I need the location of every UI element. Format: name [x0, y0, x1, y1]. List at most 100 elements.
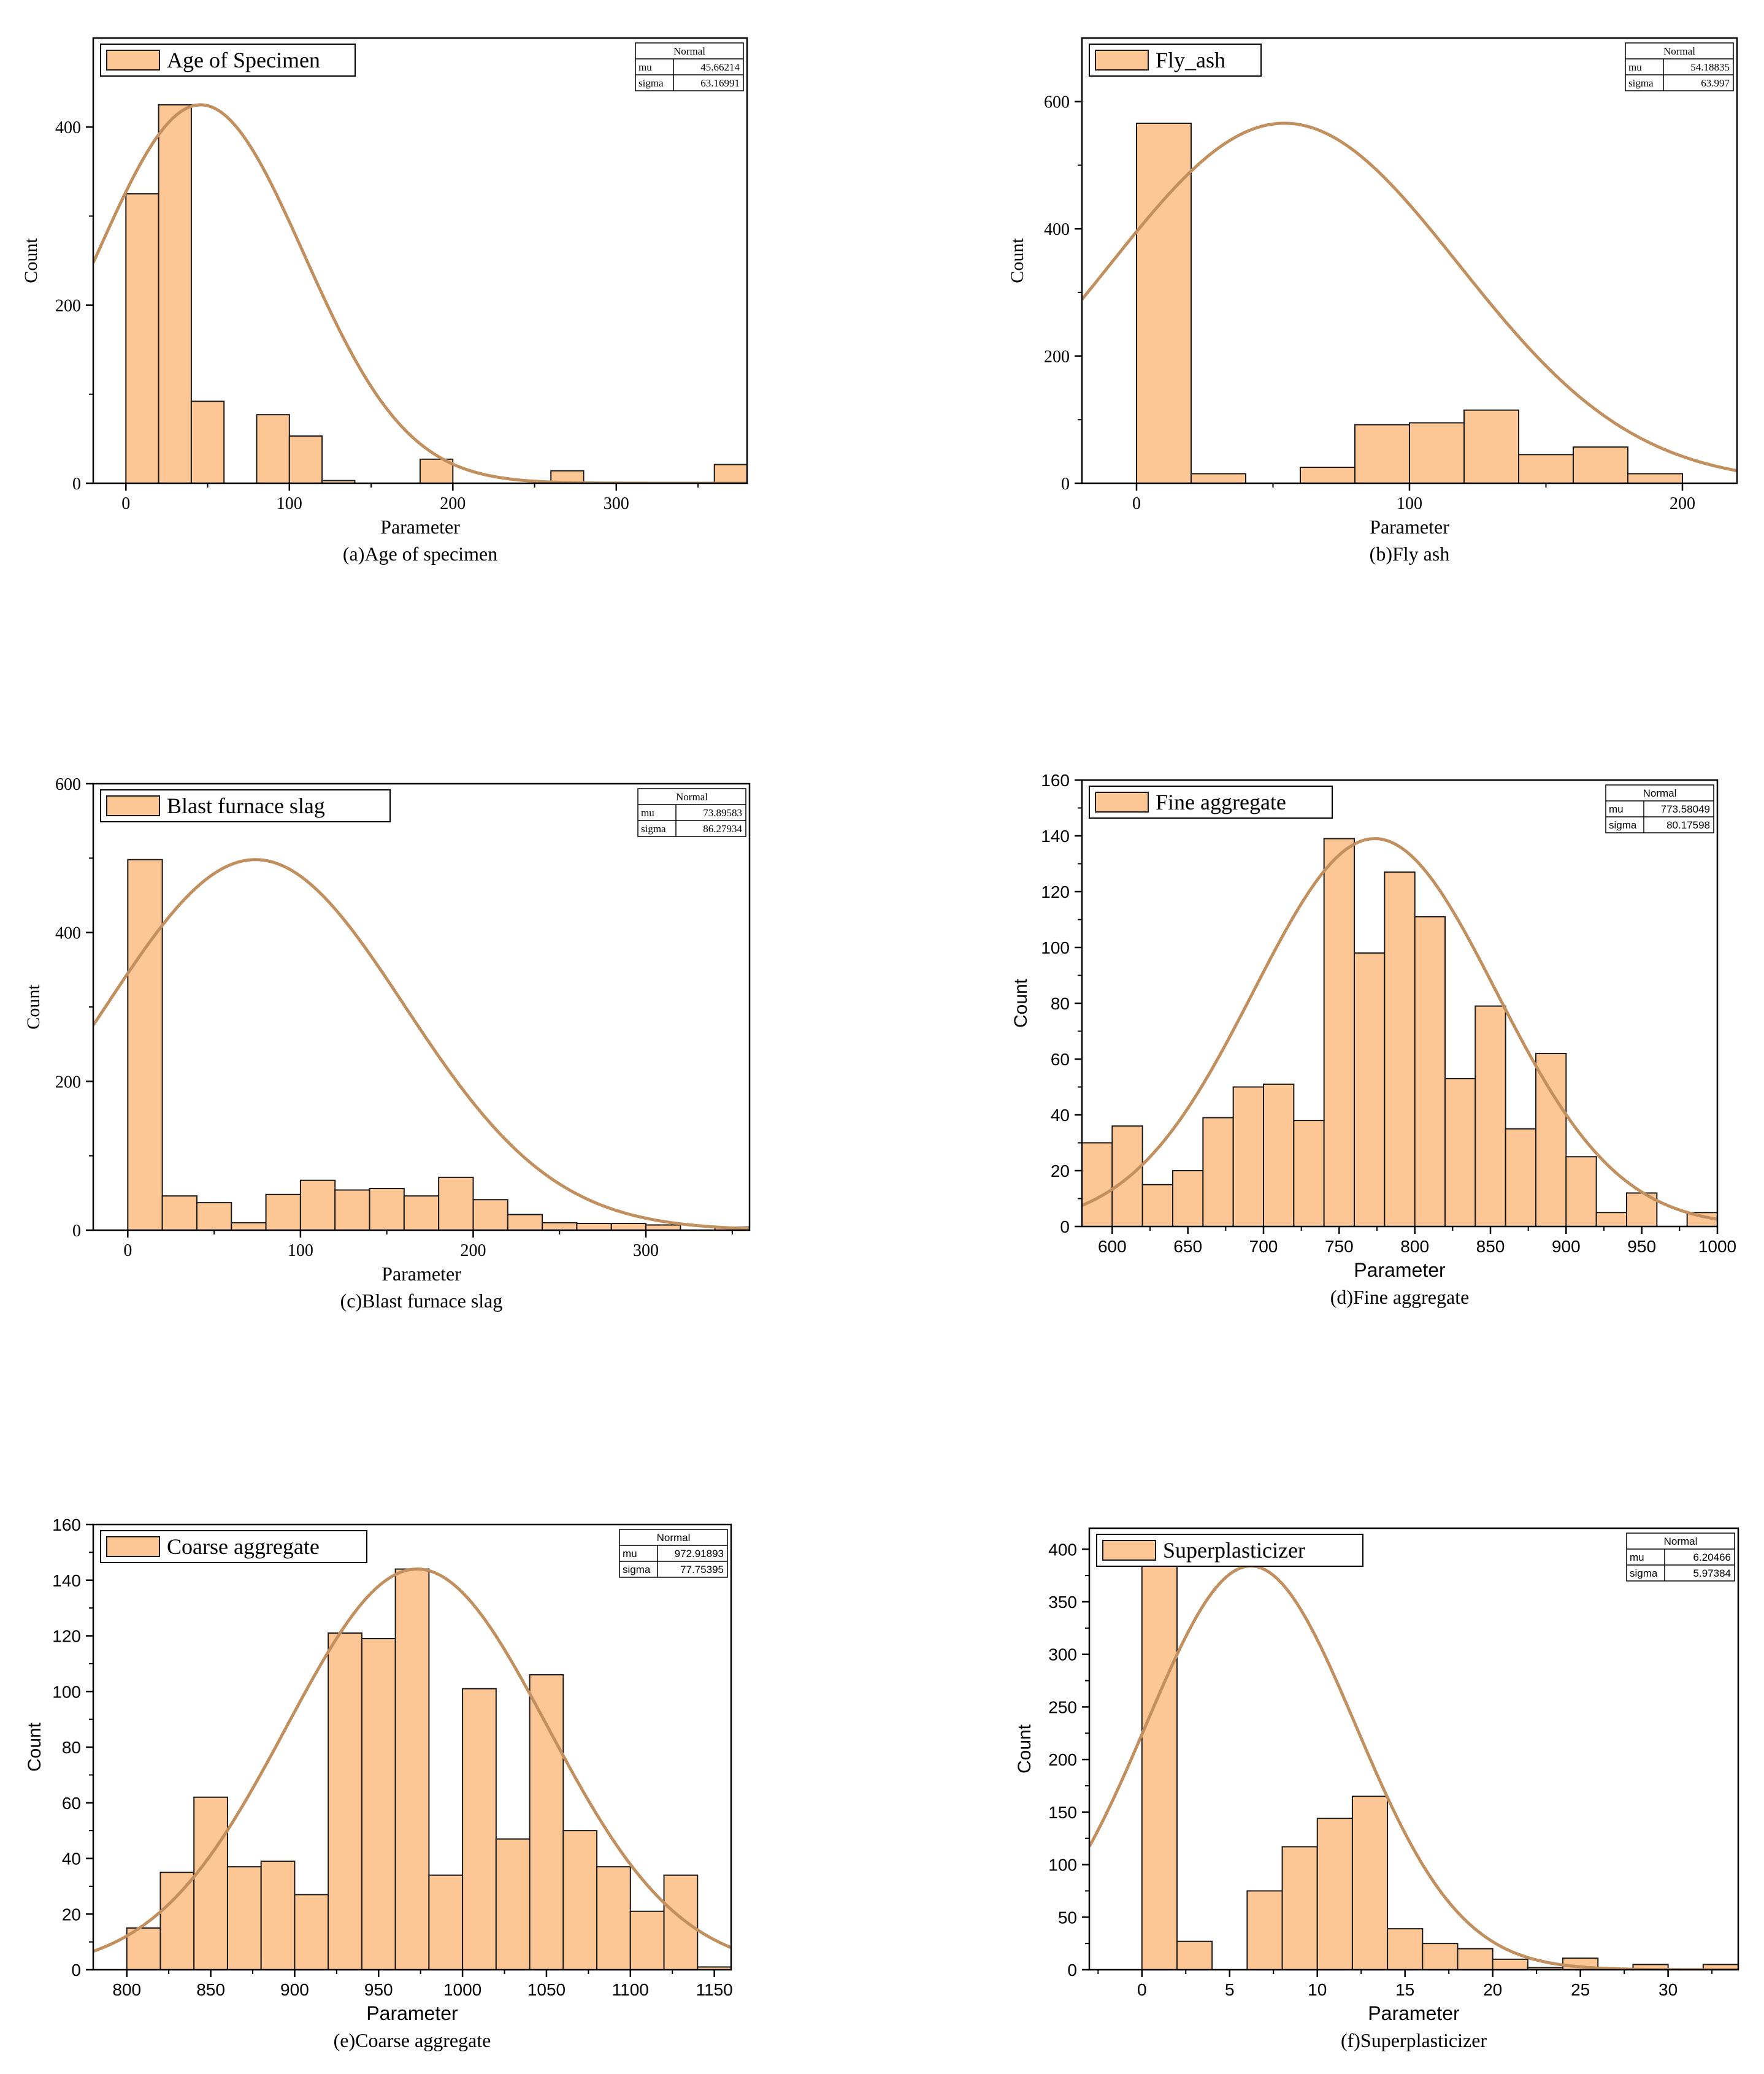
- x-tick-label: 750: [1325, 1237, 1354, 1256]
- y-axis-title: Count: [21, 238, 41, 283]
- x-tick-label: 850: [1476, 1237, 1505, 1256]
- histogram-bars: [93, 103, 747, 483]
- y-axis-title: Count: [23, 984, 44, 1030]
- histogram-bar: [1422, 1943, 1459, 1970]
- normal-fit-curve: [93, 1567, 731, 1953]
- histogram-bar: [158, 104, 192, 483]
- histogram-bar: [1535, 1052, 1567, 1226]
- y-tick-label: 200: [55, 297, 81, 316]
- y-tick-label: 150: [1048, 1803, 1077, 1822]
- histogram-bar: [1082, 1142, 1113, 1226]
- histogram-bar: [1323, 838, 1356, 1226]
- x-tick-label: 1000: [443, 1980, 481, 1999]
- panel-caption: (a)Age of specimen: [343, 543, 497, 565]
- histogram-bar: [1518, 454, 1574, 483]
- histogram-bar: [629, 1910, 665, 1970]
- histogram-bar: [562, 1830, 598, 1970]
- stats-mu-label: mu: [638, 61, 652, 73]
- histogram-panel-d: 600 650 700 750 800 850 900 950 1000 0 20 40 60 80 100…: [1011, 771, 1736, 1308]
- stats-sigma-value: 86.27934: [703, 823, 742, 835]
- x-tick-label: 700: [1249, 1237, 1278, 1256]
- stats-table: Normal mu 972.91893 sigma 77.75395: [619, 1529, 728, 1578]
- histogram-bar: [1505, 1128, 1537, 1226]
- normal-fit-curve: [1089, 1564, 1738, 1970]
- histogram-bar: [369, 1188, 405, 1230]
- x-axis-title: Parameter: [366, 2002, 458, 2024]
- legend-swatch: [1095, 792, 1149, 813]
- histogram-bar: [596, 1866, 631, 1970]
- histogram-bar: [1263, 1083, 1295, 1226]
- y-tick-label: 0: [72, 1222, 81, 1241]
- x-tick-label: 650: [1173, 1237, 1202, 1256]
- histogram-bar: [288, 435, 323, 483]
- stats-title: Normal: [673, 45, 705, 57]
- histogram-bar: [472, 1199, 508, 1230]
- y-tick-label: 0: [71, 1961, 81, 1980]
- histogram-bar: [294, 1894, 329, 1970]
- legend: Age of Specimen: [100, 44, 356, 77]
- histogram-bar: [713, 464, 747, 483]
- x-tick-label: 900: [1552, 1237, 1581, 1256]
- y-tick-label: 160: [1041, 771, 1070, 790]
- histogram-bar: [328, 1632, 362, 1970]
- histogram-bar: [1293, 1120, 1325, 1226]
- histogram-bar: [462, 1688, 497, 1970]
- legend: Fly_ash: [1089, 44, 1262, 77]
- histogram-bar: [1232, 1086, 1264, 1226]
- stats-title: Normal: [676, 791, 708, 803]
- x-tick-label: 15: [1395, 1980, 1414, 1999]
- legend-label: Blast furnace slag: [167, 794, 325, 818]
- stats-title: Normal: [657, 1532, 691, 1544]
- stats-table: Normal mu 45.66214 sigma 63.16991: [635, 42, 744, 91]
- x-tick-label: 300: [604, 494, 629, 513]
- y-tick-label: 40: [62, 1850, 81, 1869]
- histogram-bar: [428, 1874, 464, 1970]
- histogram-bar: [529, 1674, 564, 1970]
- x-tick-label: 30: [1659, 1980, 1678, 1999]
- x-tick-label: 1050: [527, 1980, 566, 1999]
- stats-table-frame: [1605, 784, 1714, 833]
- x-axis: 0 100 200 300: [123, 1230, 733, 1260]
- histogram-bar: [1409, 422, 1465, 483]
- histogram-bar: [334, 1189, 370, 1230]
- stats-mu-value: 73.89583: [703, 807, 742, 819]
- y-tick-label: 400: [1048, 1540, 1077, 1559]
- stats-mu-value: 45.66214: [700, 61, 740, 73]
- histogram-panel-e: 800 850 900 950 1000 1050 1100 1150 0 20 40 60 80 100…: [25, 1515, 733, 2051]
- normal-fit-curve: [1082, 121, 1737, 472]
- histogram-bar: [1474, 1005, 1506, 1226]
- normal-fit-curve: [1082, 837, 1717, 1221]
- y-tick-label: 0: [1067, 1961, 1077, 1980]
- y-axis: 0 20 40 60 80 100 120 140 160: [1041, 771, 1082, 1236]
- y-tick-label: 0: [1060, 1217, 1070, 1236]
- histogram-bar: [1202, 1117, 1234, 1226]
- histogram-bar: [256, 414, 290, 483]
- y-tick-label: 0: [1061, 475, 1070, 494]
- legend-label: Age of Specimen: [167, 48, 320, 72]
- histogram-bars: [1082, 837, 1717, 1226]
- y-tick-label: 40: [1051, 1106, 1070, 1125]
- x-tick-label: 1150: [696, 1980, 733, 1999]
- histogram-bars: [93, 1567, 731, 1970]
- stats-sigma-label: sigma: [623, 1564, 651, 1575]
- panel-caption: (d)Fine aggregate: [1330, 1286, 1470, 1308]
- stats-title: Normal: [1643, 787, 1677, 799]
- y-axis-title: Count: [1007, 238, 1027, 283]
- y-tick-label: 20: [62, 1905, 81, 1924]
- legend-label: Superplasticizer: [1163, 1538, 1305, 1563]
- x-tick-label: 0: [121, 494, 130, 513]
- stats-table-frame: [1625, 42, 1734, 91]
- histogram-bar: [610, 1223, 647, 1230]
- y-axis: 0 200 400 600: [55, 775, 93, 1241]
- histogram-bar: [1627, 473, 1683, 483]
- y-axis-title: Count: [1014, 1724, 1035, 1774]
- histogram-bar: [394, 1568, 430, 1970]
- stats-sigma-label: sigma: [641, 823, 666, 835]
- x-tick-label: 950: [1627, 1237, 1656, 1256]
- stats-sigma-value: 5.97384: [1693, 1567, 1731, 1579]
- y-axis: 0 200 400: [55, 118, 93, 494]
- x-tick-label: 800: [112, 1980, 141, 1999]
- x-axis: 0 5 10 15 20 25 30: [1097, 1970, 1713, 1999]
- histogram-bar: [361, 1638, 396, 1970]
- legend-swatch: [1095, 50, 1149, 71]
